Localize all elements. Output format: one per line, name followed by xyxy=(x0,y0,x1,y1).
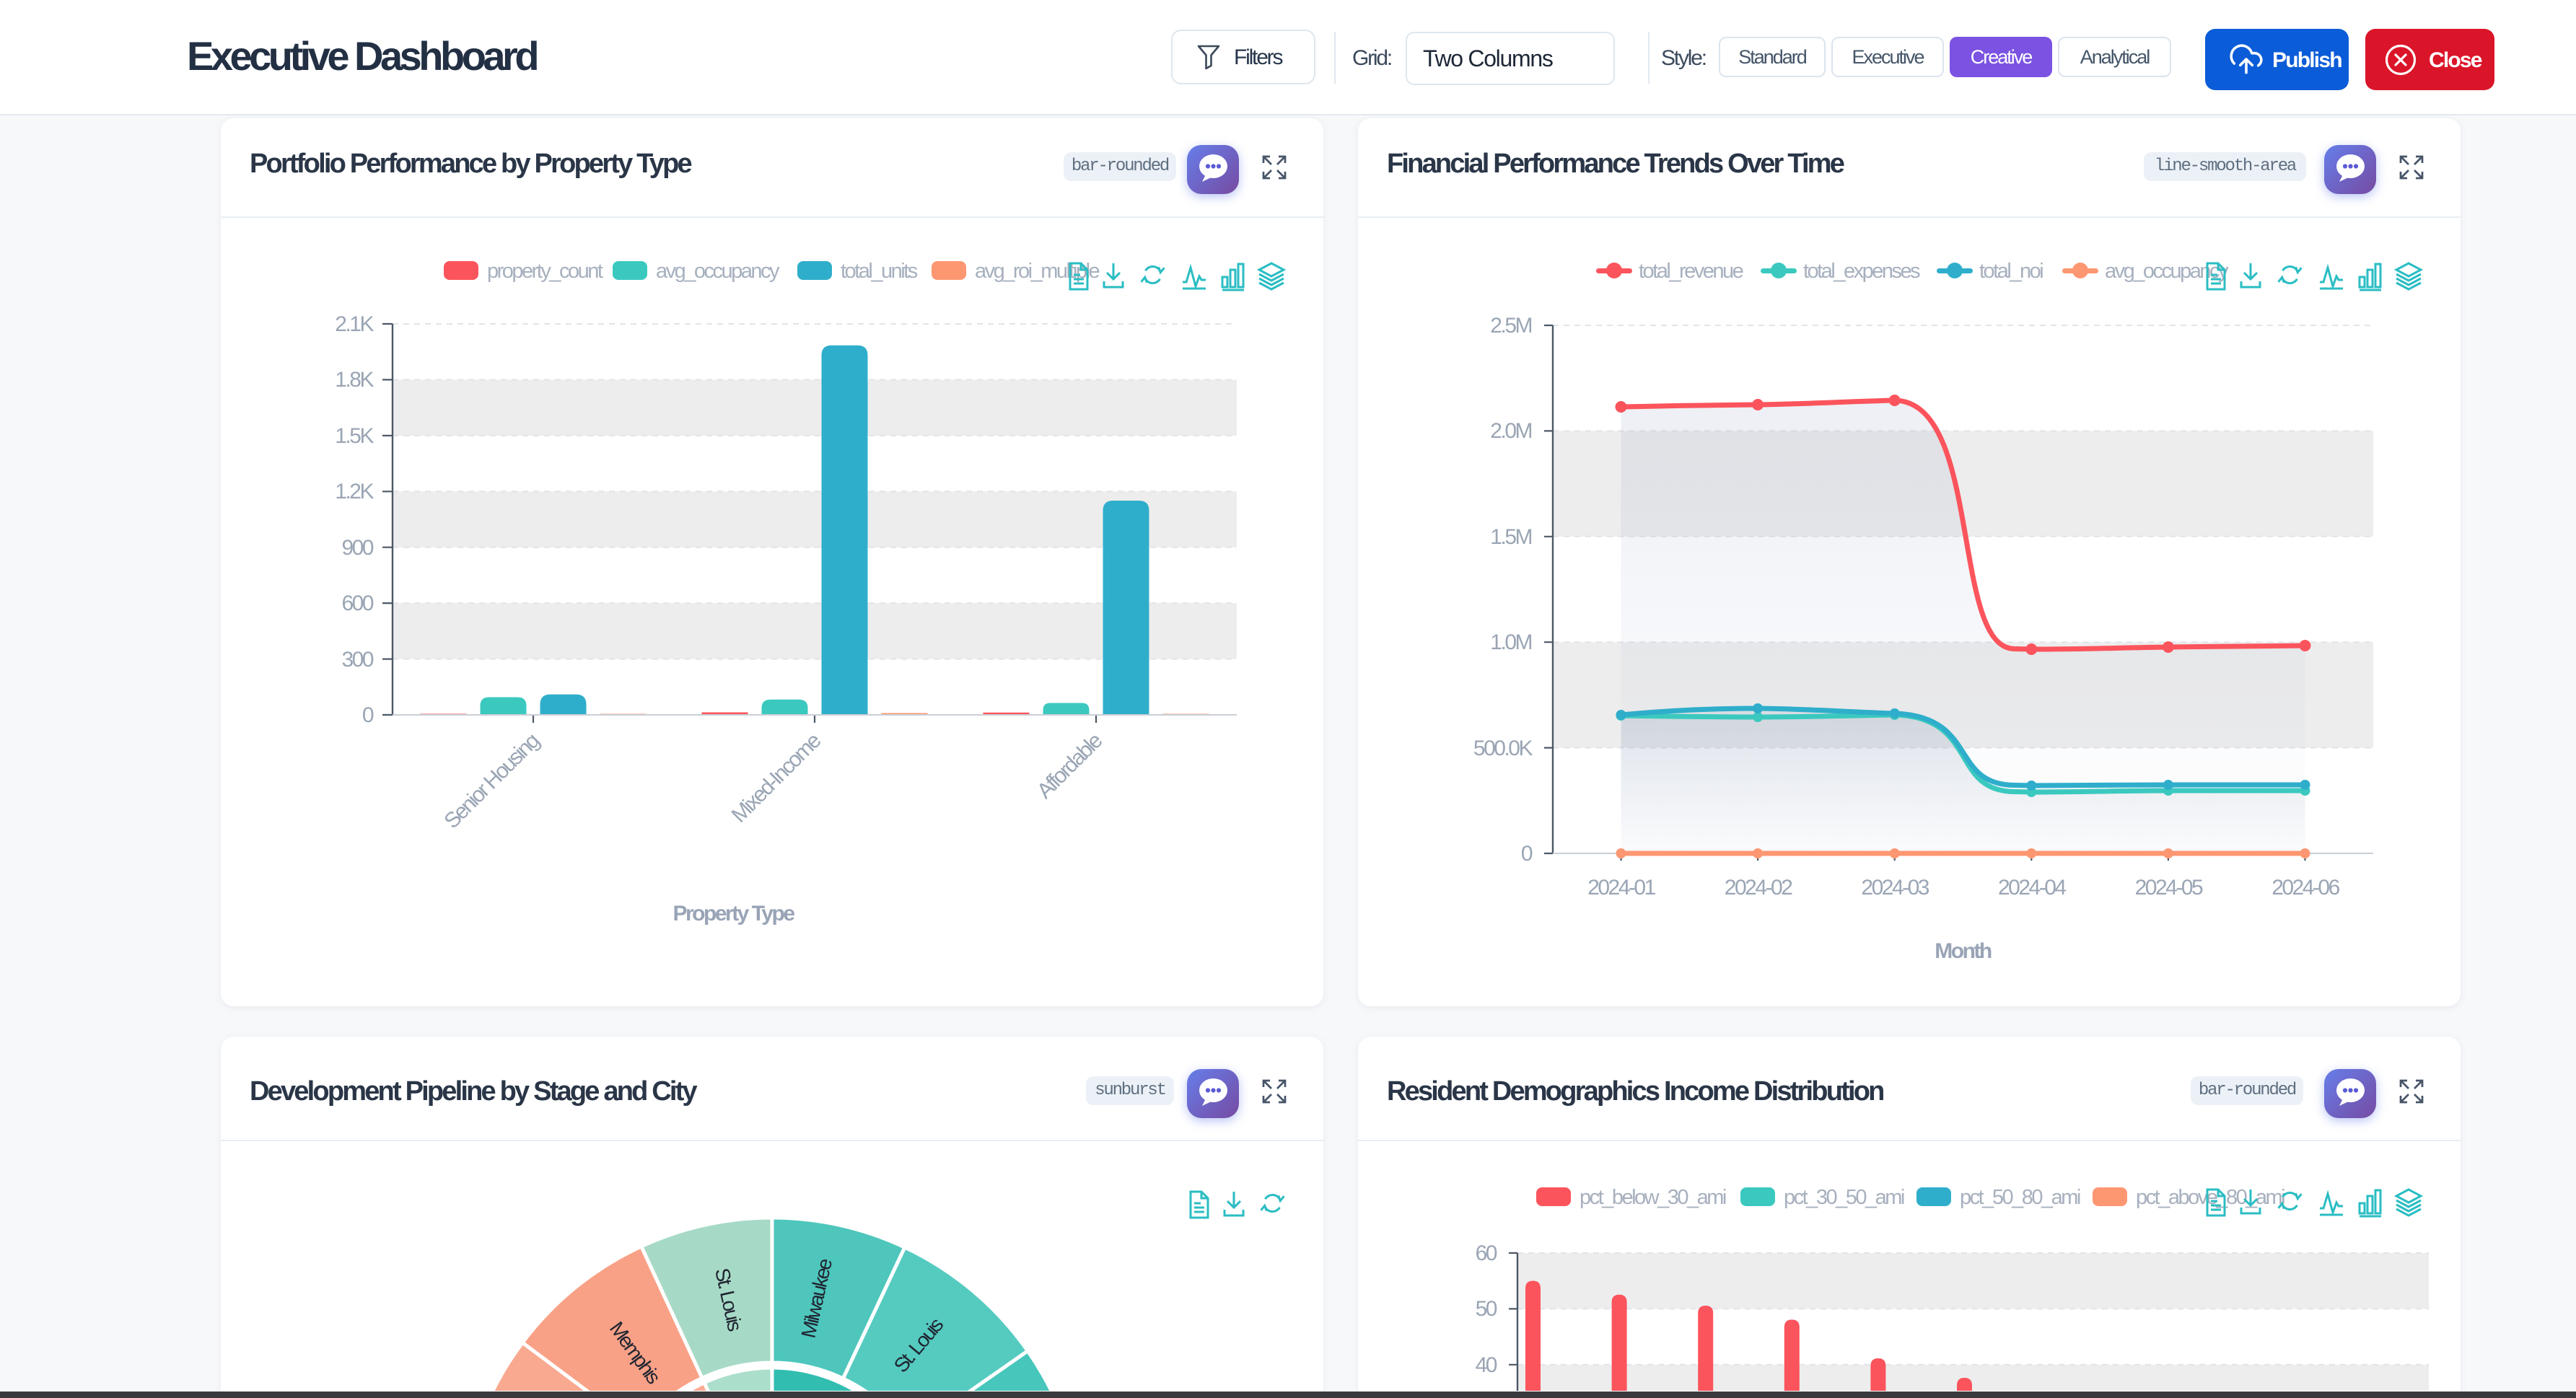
svg-text:2024-02: 2024-02 xyxy=(1725,876,1792,900)
svg-text:0: 0 xyxy=(1521,842,1533,866)
svg-text:Property Type: Property Type xyxy=(673,902,795,926)
svg-text:300: 300 xyxy=(341,648,373,672)
svg-text:pct_30_50_ami: pct_30_50_ami xyxy=(1784,1186,1904,1209)
svg-text:Senior Housing: Senior Housing xyxy=(439,729,543,833)
svg-text:1.8K: 1.8K xyxy=(335,368,374,392)
svg-text:1.0M: 1.0M xyxy=(1490,630,1531,654)
svg-text:pct_50_80_ami: pct_50_80_ami xyxy=(1960,1186,2080,1209)
svg-text:0: 0 xyxy=(362,703,374,727)
svg-text:2.5M: 2.5M xyxy=(1490,314,1531,338)
svg-text:2024-03: 2024-03 xyxy=(1861,876,1929,900)
svg-text:2024-05: 2024-05 xyxy=(2135,876,2203,900)
svg-text:1.5K: 1.5K xyxy=(335,424,374,448)
svg-text:total_units: total_units xyxy=(841,260,918,283)
svg-text:1.5M: 1.5M xyxy=(1490,525,1531,549)
svg-text:Affordable: Affordable xyxy=(1033,729,1107,803)
svg-text:total_revenue: total_revenue xyxy=(1639,260,1743,283)
svg-text:2024-06: 2024-06 xyxy=(2271,876,2339,900)
svg-text:Month: Month xyxy=(1935,939,1992,963)
svg-text:property_count: property_count xyxy=(487,260,603,283)
svg-text:total_expenses: total_expenses xyxy=(1803,260,1920,283)
svg-text:600: 600 xyxy=(341,592,373,615)
svg-text:2024-04: 2024-04 xyxy=(1998,876,2066,900)
svg-text:900: 900 xyxy=(341,536,373,560)
svg-text:avg_occupancy: avg_occupancy xyxy=(656,260,780,283)
svg-text:50: 50 xyxy=(1476,1297,1497,1321)
svg-text:2024-01: 2024-01 xyxy=(1587,876,1655,900)
svg-text:500.0K: 500.0K xyxy=(1473,737,1533,760)
svg-text:2.1K: 2.1K xyxy=(335,312,374,336)
svg-text:1.2K: 1.2K xyxy=(335,480,374,504)
svg-text:60: 60 xyxy=(1476,1241,1497,1265)
svg-text:total_noi: total_noi xyxy=(1979,260,2043,283)
svg-text:Mixed-Income: Mixed-Income xyxy=(727,729,826,827)
svg-text:40: 40 xyxy=(1476,1353,1497,1377)
svg-text:pct_below_30_ami: pct_below_30_ami xyxy=(1580,1186,1726,1209)
svg-text:2.0M: 2.0M xyxy=(1490,419,1531,443)
